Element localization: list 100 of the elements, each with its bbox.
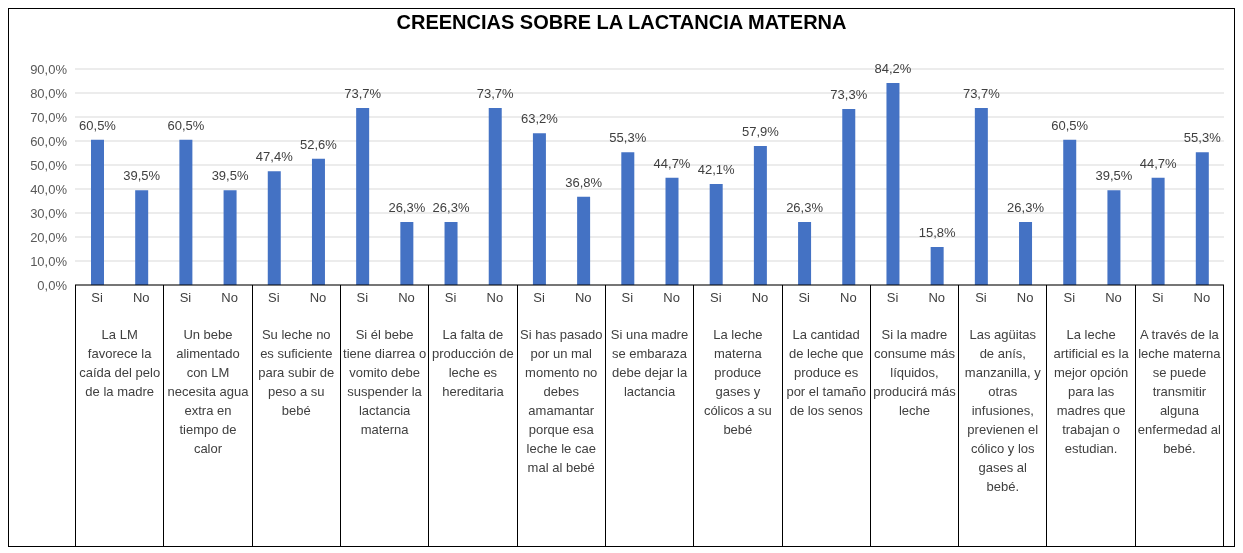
bar	[311, 158, 325, 285]
x-tick-label: No	[1016, 290, 1034, 306]
x-tick-label: No	[751, 290, 769, 306]
x-tick-label: No	[928, 290, 946, 306]
x-tick-label: No	[309, 290, 327, 306]
y-tick-label: 80,0%	[30, 85, 68, 101]
bar	[886, 82, 900, 285]
data-label: 55,3%	[609, 130, 647, 146]
x-tick-label: Si	[798, 290, 811, 306]
text: Las agüitas de anís, manzanilla, y otras infusiones, previenen el cólico y los gases al bebé.	[964, 327, 1041, 494]
data-label: 39,5%	[211, 168, 249, 184]
data-label: 26,3%	[432, 199, 470, 215]
bar	[974, 108, 988, 285]
bar	[356, 108, 370, 285]
x-tick-label: Si	[1063, 290, 1076, 306]
y-tick-label: 40,0%	[30, 181, 68, 197]
text: Un bebe alimentado con LM necesita agua extra en tiempo de calor	[167, 327, 249, 456]
text: La leche artificial es la mejor opción para las madres que trabajan o estudian.	[1053, 327, 1129, 456]
x-tick-label: No	[663, 290, 680, 306]
data-label: 39,5%	[1095, 168, 1133, 184]
bar	[1195, 152, 1209, 285]
text: A través de la leche materna se puede transmitir alguna enfermedad al bebé.	[1137, 327, 1221, 456]
x-tick-label: Si	[1151, 290, 1164, 306]
text: La cantidad de leche que produce es por el tamaño de los senos	[786, 327, 866, 418]
text: La falta de producción de leche es hereditaria	[432, 327, 514, 399]
x-tick-label: Si	[710, 290, 722, 306]
bar	[665, 177, 679, 285]
x-tick-label: No	[1193, 290, 1211, 306]
chart-title: CREENCIAS SOBRE LA LACTANCIA MATERNA	[395, 11, 848, 34]
y-tick-label: 70,0%	[30, 109, 68, 125]
x-tick-label: Si	[886, 290, 899, 306]
bar	[709, 183, 723, 285]
bar	[400, 221, 414, 285]
data-label: 63,2%	[520, 111, 559, 127]
bar	[179, 139, 193, 285]
data-label: 73,3%	[830, 87, 868, 103]
bar	[444, 221, 458, 285]
x-tick-label: No	[840, 290, 857, 306]
text: Si él bebe tiene diarrea o vomito debe suspender la lactancia materna	[343, 327, 427, 437]
data-label: 60,5%	[167, 117, 205, 133]
y-tick-label: 20,0%	[30, 229, 68, 245]
x-tick-label: Si	[621, 290, 634, 306]
x-tick-label: No	[1105, 290, 1122, 306]
x-tick-label: No	[221, 290, 238, 306]
bar	[577, 196, 591, 285]
x-tick-label: Si	[533, 290, 545, 306]
bar	[930, 247, 944, 285]
bar	[135, 190, 149, 285]
y-tick-label: 0,0%	[37, 277, 68, 293]
bar	[1151, 177, 1165, 285]
data-label: 73,7%	[962, 86, 1001, 102]
y-tick-label: 30,0%	[30, 205, 68, 221]
data-label: 73,7%	[344, 86, 382, 102]
bar	[753, 146, 767, 285]
data-label: 44,7%	[1139, 155, 1177, 171]
x-tick-label: Si	[268, 290, 280, 306]
y-tick-label: 50,0%	[30, 157, 68, 173]
x-tick-label: Si	[975, 290, 987, 306]
bar	[488, 108, 502, 285]
bar	[1063, 139, 1077, 285]
y-tick-label: 60,0%	[30, 133, 68, 149]
data-label: 26,3%	[388, 199, 426, 215]
x-tick-label: No	[132, 290, 150, 306]
x-tick-label: No	[486, 290, 504, 306]
bar	[223, 190, 237, 285]
x-tick-label: No	[574, 290, 592, 306]
data-label: 47,4%	[255, 149, 294, 165]
y-tick-label: 10,0%	[30, 253, 68, 269]
data-label: 42,1%	[697, 161, 736, 177]
text: Si la madre consume más líquidos, producirá más leche	[873, 327, 956, 418]
text: Si has pasado por un mal momento no debes amamantar porque esa leche le cae mal al bebé	[520, 327, 603, 475]
data-label: 57,9%	[741, 124, 780, 140]
data-label: 44,7%	[653, 155, 691, 171]
data-label: 26,3%	[786, 199, 824, 215]
y-tick-label: 90,0%	[30, 61, 68, 77]
data-label: 26,3%	[1007, 199, 1045, 215]
data-label: 55,3%	[1183, 130, 1222, 146]
text: La LM favorece la caída del pelo de la madre	[79, 327, 161, 399]
text: Si una madre se embaraza debe dejar la lactancia	[610, 327, 689, 399]
bar	[1019, 221, 1033, 285]
data-label: 15,8%	[918, 225, 957, 241]
x-tick-label: No	[398, 290, 415, 306]
bar	[267, 171, 281, 285]
x-tick-label: Si	[444, 290, 457, 306]
data-label: 39,5%	[123, 168, 161, 184]
data-label: 52,6%	[300, 136, 338, 152]
data-label: 60,5%	[1051, 117, 1089, 133]
data-label: 84,2%	[874, 60, 912, 76]
bar	[1107, 190, 1121, 285]
bar	[621, 152, 635, 285]
x-tick-label: Si	[356, 290, 369, 306]
text: Su leche no es suficiente para subir de peso a su bebé	[258, 327, 335, 418]
data-label: 60,5%	[79, 117, 117, 133]
data-label: 73,7%	[476, 86, 515, 102]
bar	[798, 221, 812, 285]
data-label: 36,8%	[565, 174, 603, 190]
bar	[532, 133, 546, 285]
bar	[842, 109, 856, 285]
x-tick-label: Si	[179, 290, 192, 306]
x-tick-label: Si	[91, 290, 103, 306]
